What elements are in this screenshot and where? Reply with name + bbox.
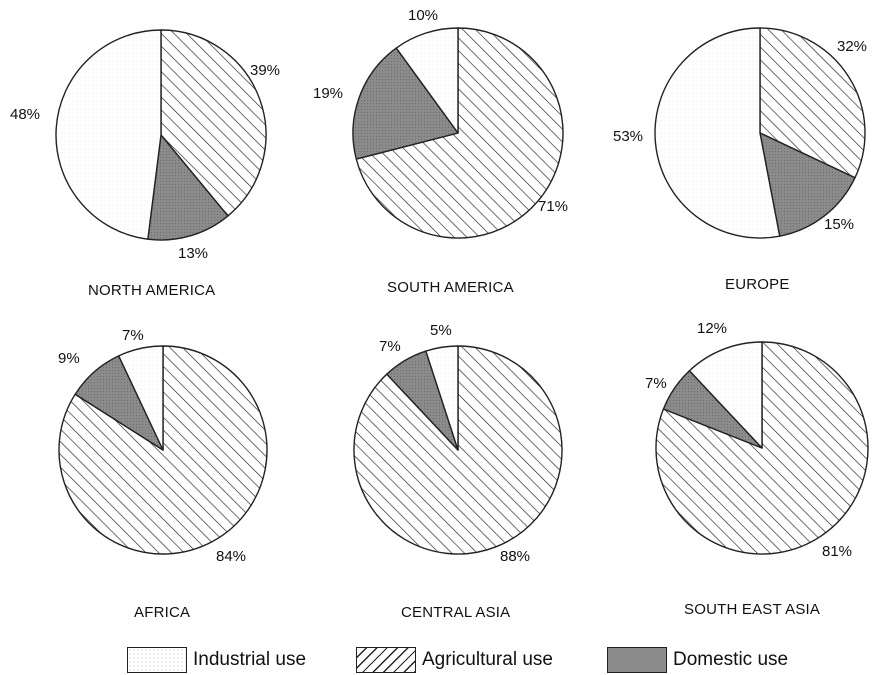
data-label-industrial: 53% <box>613 128 644 145</box>
legend-swatch-domestic <box>607 647 667 673</box>
pie-slice-domestic <box>759 132 856 237</box>
data-label-agricultural: 71% <box>538 198 569 215</box>
pie-slice-domestic <box>147 134 229 241</box>
data-label-domestic: 9% <box>58 350 80 367</box>
pie-slice-agricultural <box>58 345 268 555</box>
legend-label-domestic: Domestic use <box>673 649 789 670</box>
data-label-domestic: 7% <box>379 338 401 355</box>
data-label-domestic: 7% <box>645 375 667 392</box>
data-label-agricultural: 81% <box>822 543 853 560</box>
pie-slice-agricultural <box>160 29 267 217</box>
region-label: NORTH AMERICA <box>88 282 216 299</box>
pie-slice-industrial <box>55 29 162 240</box>
pie-south-east-asia <box>655 341 869 555</box>
region-label: CENTRAL ASIA <box>401 604 511 621</box>
data-label-industrial: 12% <box>697 320 728 337</box>
data-label-agricultural: 32% <box>837 38 868 55</box>
pie-europe <box>654 27 866 239</box>
pie-slice-agricultural <box>355 27 564 239</box>
region-label: EUROPE <box>725 276 790 293</box>
legend-domestic: Domestic use <box>607 646 788 674</box>
data-label-domestic: 13% <box>178 245 209 262</box>
legend-swatch-agricultural <box>356 647 416 673</box>
pie-south-america <box>352 27 564 239</box>
pie-north-america <box>55 29 267 241</box>
legend-label-industrial: Industrial use <box>193 649 307 670</box>
region-label: SOUTH AMERICA <box>387 279 514 296</box>
pies-canvas <box>55 27 869 555</box>
legend-industrial: Industrial use <box>127 646 306 674</box>
pie-slice-agricultural <box>353 345 563 555</box>
pie-slice-industrial <box>425 345 459 451</box>
legend-agricultural: Agricultural use <box>356 646 553 674</box>
pie-slice-industrial <box>395 27 459 134</box>
pie-slice-domestic <box>352 47 459 160</box>
data-label-industrial: 5% <box>430 322 452 339</box>
pie-slice-industrial <box>118 345 164 451</box>
pie-africa <box>58 345 268 555</box>
data-label-domestic: 19% <box>313 85 344 102</box>
legend-swatch-industrial <box>127 647 187 673</box>
data-label-industrial: 48% <box>10 106 41 123</box>
pie-slice-industrial <box>688 341 763 449</box>
data-label-industrial: 10% <box>408 7 439 24</box>
legend-label-agricultural: Agricultural use <box>422 649 553 670</box>
data-label-agricultural: 84% <box>216 548 247 565</box>
data-label-domestic: 15% <box>824 216 855 233</box>
region-label: SOUTH EAST ASIA <box>684 601 821 618</box>
data-label-industrial: 7% <box>122 327 144 344</box>
pie-central-asia <box>353 345 563 555</box>
data-label-agricultural: 39% <box>250 62 281 79</box>
pie-slice-industrial <box>654 27 781 239</box>
data-label-agricultural: 88% <box>500 548 531 565</box>
region-label: AFRICA <box>134 604 191 621</box>
pie-slice-agricultural <box>759 27 866 179</box>
